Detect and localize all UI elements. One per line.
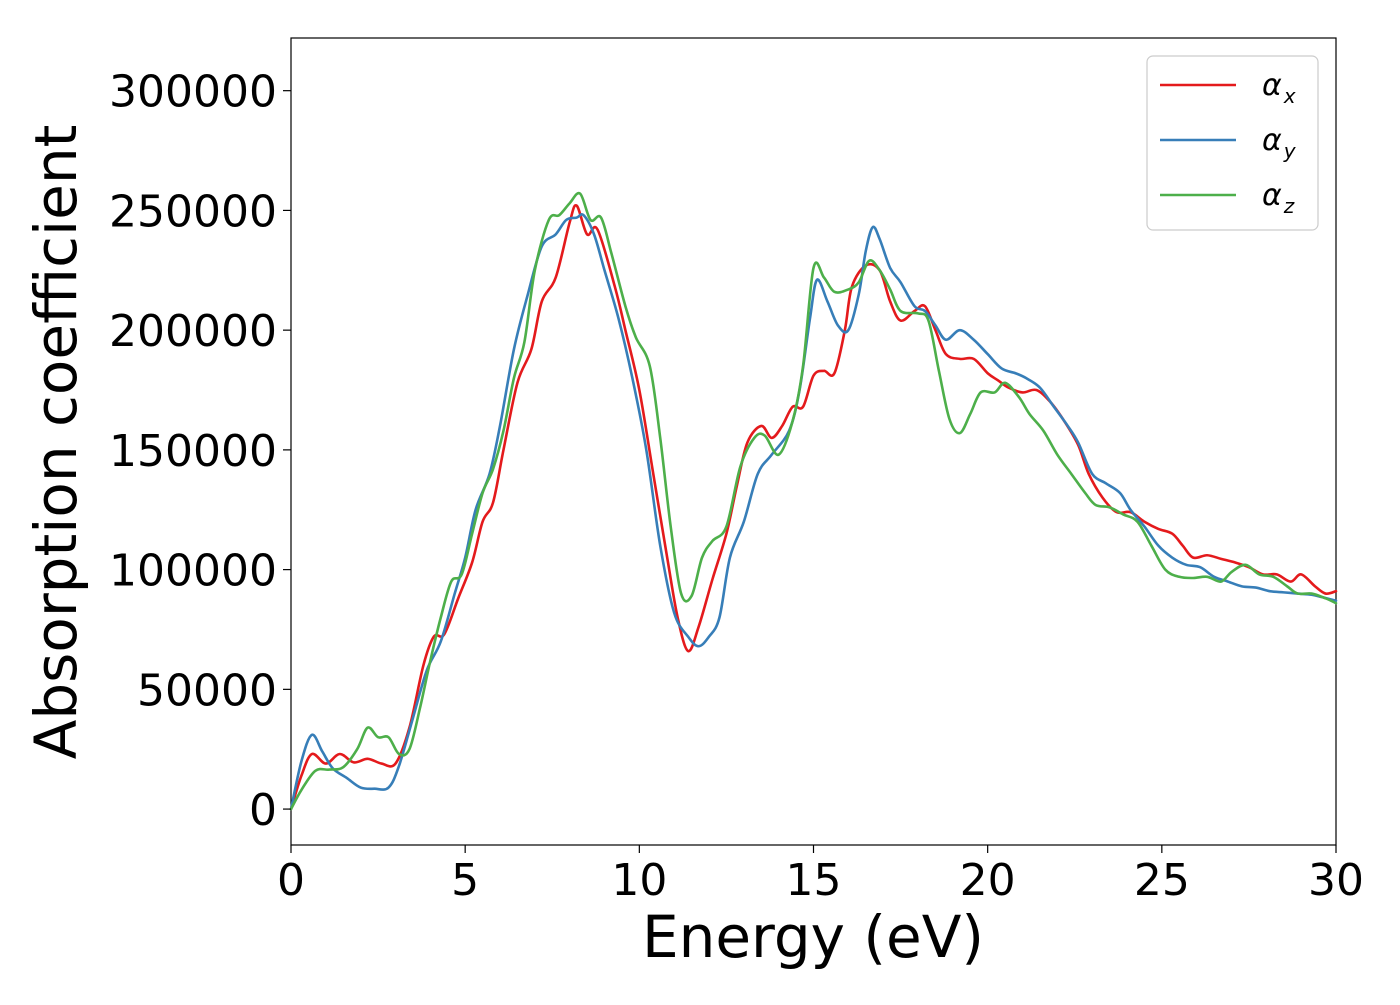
y-tick-label: 200000 — [109, 306, 277, 357]
x-tick-label: 0 — [277, 855, 305, 906]
x-tick-label: 20 — [960, 855, 1016, 906]
legend-label-subscript: z — [1283, 194, 1295, 218]
x-tick-label: 5 — [451, 855, 479, 906]
x-tick-label: 25 — [1134, 855, 1190, 906]
legend-box — [1146, 55, 1319, 231]
y-axis-ticks: 0 50000 100000 150000 200000 250000 300000 — [109, 67, 291, 836]
y-tick-label: 150000 — [109, 426, 277, 477]
y-tick-label: 0 — [249, 785, 277, 836]
legend-label-base: α — [1262, 68, 1282, 103]
legend-label-subscript: y — [1283, 139, 1297, 163]
legend-label-base: α — [1262, 178, 1282, 213]
y-axis-title: Absorption coefficient — [22, 125, 90, 760]
x-axis-ticks: 0 5 10 15 20 25 30 — [277, 845, 1364, 906]
x-axis-title: Energy (eV) — [642, 903, 984, 971]
y-tick-label: 300000 — [109, 67, 277, 118]
y-tick-label: 50000 — [137, 665, 277, 716]
series-line-z — [289, 191, 1338, 811]
series-line-x — [289, 203, 1338, 811]
series-layer — [289, 191, 1338, 811]
y-tick-label: 250000 — [109, 186, 277, 237]
legend-label-subscript: x — [1283, 84, 1296, 108]
x-tick-label: 15 — [786, 855, 842, 906]
series-line-y — [289, 213, 1338, 811]
legend-label-base: α — [1262, 123, 1282, 158]
legend-items: α xα yα z — [1160, 68, 1297, 218]
legend: α xα yα z — [1146, 55, 1319, 231]
y-tick-label: 100000 — [109, 546, 277, 597]
x-tick-label: 30 — [1308, 855, 1364, 906]
x-tick-label: 10 — [611, 855, 667, 906]
